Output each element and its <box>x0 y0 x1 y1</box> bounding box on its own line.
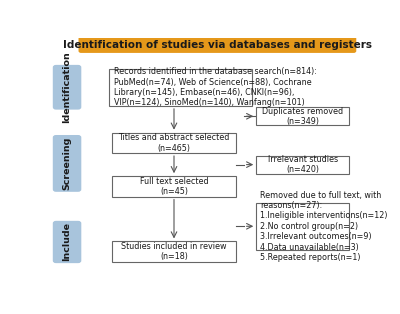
FancyBboxPatch shape <box>53 135 81 192</box>
FancyBboxPatch shape <box>109 68 252 106</box>
FancyBboxPatch shape <box>256 203 349 250</box>
FancyBboxPatch shape <box>53 221 81 263</box>
Text: Studies included in review
(n=18): Studies included in review (n=18) <box>121 242 227 261</box>
Text: Irrelevant studies
(n=420): Irrelevant studies (n=420) <box>268 155 338 174</box>
FancyBboxPatch shape <box>112 241 236 262</box>
Text: Identification: Identification <box>62 51 72 123</box>
FancyBboxPatch shape <box>256 107 349 125</box>
Text: Duplicates removed
(n=349): Duplicates removed (n=349) <box>262 106 343 126</box>
FancyBboxPatch shape <box>112 176 236 197</box>
Text: Records identified in the database search(n=814):
PubMed(n=74), Web of Science(n: Records identified in the database searc… <box>114 67 316 107</box>
Text: Include: Include <box>62 223 72 262</box>
Text: Removed due to full text, with
reasons(n=27):
1.Ineligible interventions(n=12)
2: Removed due to full text, with reasons(n… <box>260 191 387 262</box>
FancyBboxPatch shape <box>256 155 349 174</box>
Text: Titles and abstract selected
(n=465): Titles and abstract selected (n=465) <box>118 133 230 153</box>
FancyBboxPatch shape <box>78 36 356 53</box>
FancyBboxPatch shape <box>53 65 81 110</box>
Text: Identification of studies via databases and registers: Identification of studies via databases … <box>63 40 372 50</box>
Text: Screening: Screening <box>62 137 72 190</box>
FancyBboxPatch shape <box>112 133 236 153</box>
Text: Full text selected
(n=45): Full text selected (n=45) <box>140 177 208 196</box>
